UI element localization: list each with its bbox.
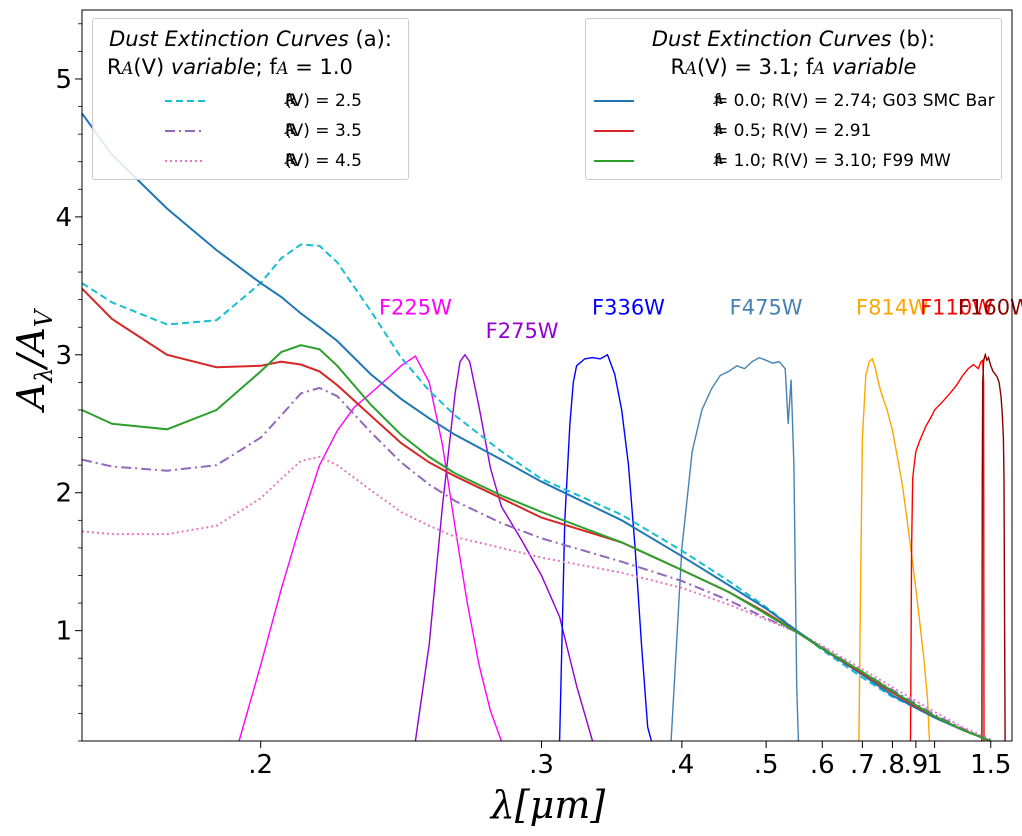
y-tick-label: 2 xyxy=(55,479,72,509)
y-tick-label: 1 xyxy=(55,617,72,647)
filter-curve-f814w xyxy=(858,357,931,742)
legend-a-sub-r: R xyxy=(107,55,122,79)
series-line-5 xyxy=(81,344,992,742)
x-axis-label: λ[μm] xyxy=(489,783,606,827)
legend-b-title: Dust Extinction Curves (b): xyxy=(651,27,936,51)
legend-a-sub-mid: (V) xyxy=(133,55,171,79)
filter-label-f275w: F275W xyxy=(486,319,559,343)
y-tick-label: 4 xyxy=(55,203,72,233)
x-tick-label: .5 xyxy=(754,750,779,780)
filter-curve-f160w xyxy=(981,352,1006,742)
filter-label-f814w: F814W xyxy=(856,296,929,320)
filter-curve-f475w xyxy=(670,356,800,742)
y-axis-label: Aλ/AV xyxy=(9,307,58,413)
series-line-0 xyxy=(81,243,992,742)
plot-frame xyxy=(81,9,1013,742)
legend-b-subtitle: RA(V) = 3.1; fA variable xyxy=(670,55,917,79)
y-tick-label: 3 xyxy=(55,341,72,371)
legend-a-subtitle: RA(V) variable; fA = 1.0 xyxy=(107,55,353,79)
legend-a-title: Dust Extinction Curves (a): xyxy=(109,27,392,51)
y-axis: 1 2 3 4 5 xyxy=(55,23,82,742)
legend-b-title-text: Dust Extinction Curves xyxy=(651,27,892,51)
legend-a-title-text: Dust Extinction Curves xyxy=(109,27,349,51)
legend-b-sub-r: R xyxy=(670,55,686,79)
x-tick-label: .7 xyxy=(850,750,875,780)
x-tick-label: .8 xyxy=(880,750,905,780)
legend-a-sub-variable: variable xyxy=(170,55,256,79)
legend-a-title-tag: (a) xyxy=(355,27,385,51)
filter-curve-f225w xyxy=(238,355,503,742)
filter-label-f225w: F225W xyxy=(379,296,452,320)
x-tick-label: .3 xyxy=(529,750,554,780)
x-tick-label: .9 xyxy=(903,750,928,780)
legend-a: Dust Extinction Curves (a): RA(V) variab… xyxy=(92,18,409,180)
legend-b-sub-variable: variable xyxy=(831,55,917,79)
legend-a-sub-end: = 1.0 xyxy=(288,55,353,79)
x-tick-label: 1 xyxy=(926,750,943,780)
filter-label-f336w: F336W xyxy=(592,296,665,320)
x-tick-label: 1.5 xyxy=(970,750,1011,780)
x-tick-label: .4 xyxy=(669,750,694,780)
filter-curve-f336w xyxy=(558,353,653,742)
series-line-3 xyxy=(81,112,992,742)
legend-a-sub-f: ; f xyxy=(255,55,277,79)
x-tick-label: .6 xyxy=(810,750,835,780)
series-line-2 xyxy=(81,455,992,741)
legend-b-title-tag: (b) xyxy=(898,27,929,51)
filter-label-f475w: F475W xyxy=(730,296,803,320)
legend-b: Dust Extinction Curves (b): RA(V) = 3.1;… xyxy=(585,18,1002,180)
x-axis: .2 .3 .4 .5 .6 .7.8.91 1.5 xyxy=(248,741,1011,780)
filter-label-f160w: F160W xyxy=(958,296,1022,320)
y-tick-label: 5 xyxy=(55,65,72,95)
filter-curve-f110w xyxy=(909,358,985,742)
x-tick-label: .2 xyxy=(248,750,273,780)
extinction-curves xyxy=(81,112,992,742)
legend-b-sub-mid: (V) = 3.1; f xyxy=(696,55,814,79)
filter-label-f110w: F110W xyxy=(920,296,993,320)
